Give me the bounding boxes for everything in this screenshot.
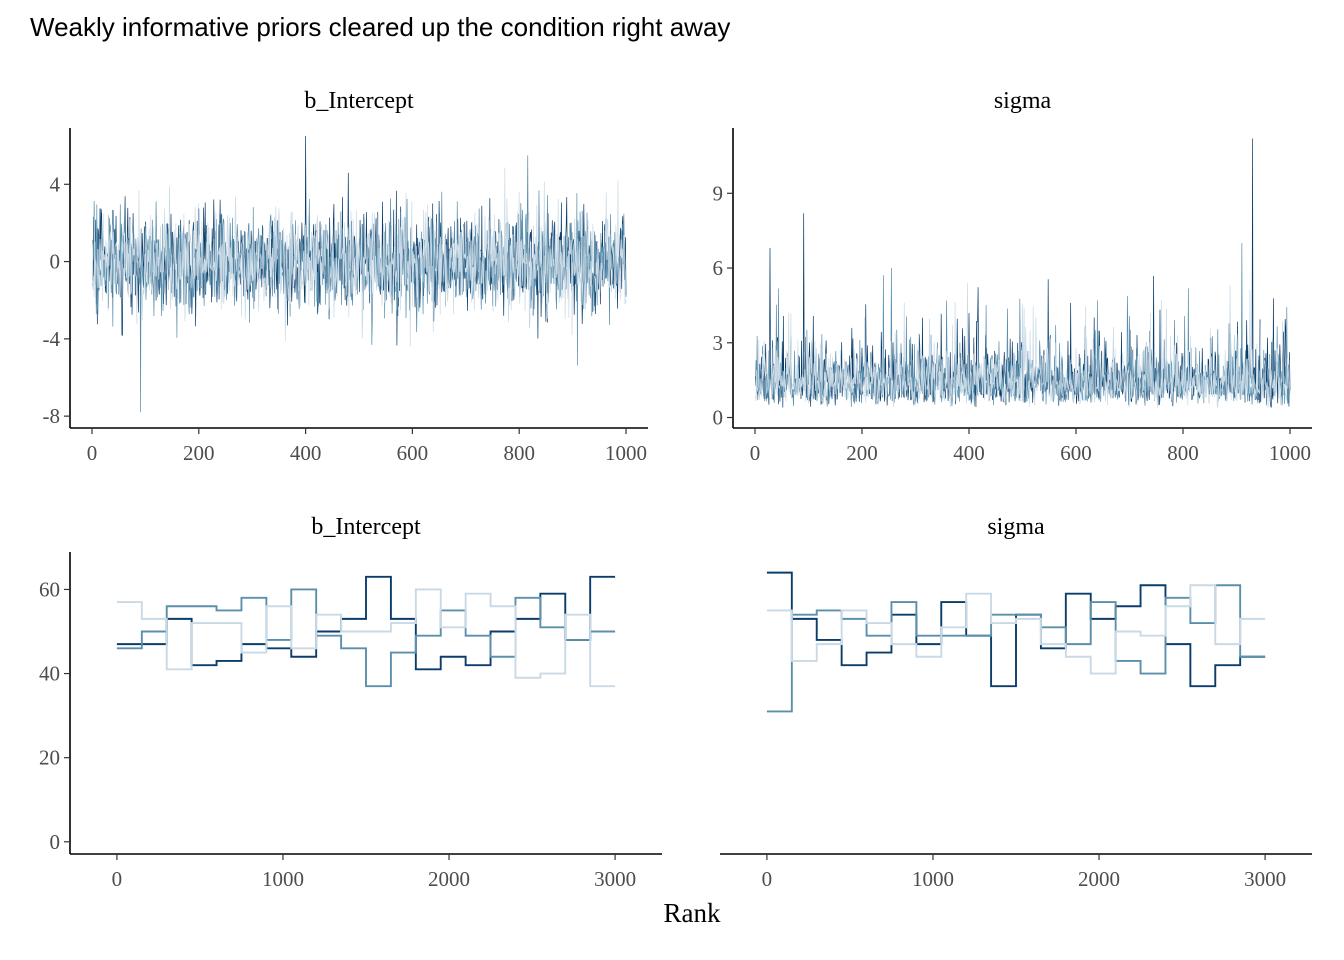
y-tick-label: 0	[50, 250, 61, 274]
x-tick-label: 600	[1060, 441, 1092, 465]
x-tick-label: 200	[183, 441, 215, 465]
panel-title: sigma	[987, 514, 1045, 540]
y-tick-label: 60	[39, 577, 60, 601]
chain-1-rank-line	[116, 575, 616, 671]
x-tick-label: 400	[953, 441, 985, 465]
chain-3-trace	[755, 282, 1291, 409]
x-tick-label: 2000	[1078, 867, 1120, 891]
y-tick-label: 40	[39, 662, 60, 686]
x-tick-label: 0	[762, 867, 773, 891]
series-group	[755, 138, 1291, 409]
series-group	[92, 135, 627, 413]
y-tick-label: -4	[43, 327, 61, 351]
x-tick-label: 200	[846, 441, 878, 465]
y-tick-label: 4	[50, 172, 61, 196]
y-tick-label: 6	[713, 256, 724, 280]
x-tick-label: 3000	[1244, 867, 1286, 891]
series-group	[116, 575, 616, 688]
chain-3-rank-line	[766, 584, 1266, 675]
x-tick-label: 0	[112, 867, 123, 891]
x-tick-label: 600	[397, 441, 429, 465]
series-group	[766, 571, 1266, 713]
panel-2: sigma 0 200 400 600 800 1000 0 3 6 9	[713, 88, 1312, 465]
y-tick-label: 9	[713, 181, 724, 205]
chain-1-trace	[92, 135, 627, 346]
x-tick-label: 800	[1167, 441, 1199, 465]
x-tick-label: 1000	[912, 867, 954, 891]
chain-1-rank-line	[766, 571, 1266, 688]
x-tick-label: 2000	[428, 867, 470, 891]
x-tick-label: 3000	[594, 867, 636, 891]
y-tick-label: 3	[713, 331, 724, 355]
panel-4: sigma 0 1000 2000 3000	[720, 514, 1312, 891]
y-tick-label: 0	[50, 830, 61, 854]
panel-3: b_Intercept 0 1000 2000 3000 0 20 40 60	[39, 514, 662, 891]
x-tick-label: 0	[750, 441, 761, 465]
x-tick-label: 1000	[262, 867, 304, 891]
y-tick-label: 20	[39, 746, 60, 770]
x-tick-label: 1000	[605, 441, 647, 465]
chain-2-rank-line	[116, 588, 616, 688]
figure-title: Weakly informative priors cleared up the…	[30, 12, 730, 42]
panel-title: b_Intercept	[304, 88, 414, 114]
x-axis-label: Rank	[664, 898, 721, 928]
panel-title: b_Intercept	[311, 514, 421, 540]
x-tick-label: 800	[503, 441, 535, 465]
y-tick-label: 0	[713, 406, 724, 430]
x-tick-label: 400	[290, 441, 322, 465]
panel-1: b_Intercept 0 200 400 600 800 1000 -8 -4 0 4	[43, 88, 648, 465]
x-tick-label: 1000	[1269, 441, 1311, 465]
x-tick-label: 0	[87, 441, 98, 465]
y-tick-label: -8	[43, 404, 61, 428]
chain-3-trace	[92, 167, 627, 347]
panel-title: sigma	[994, 88, 1052, 114]
chain-3-rank-line	[116, 588, 616, 688]
